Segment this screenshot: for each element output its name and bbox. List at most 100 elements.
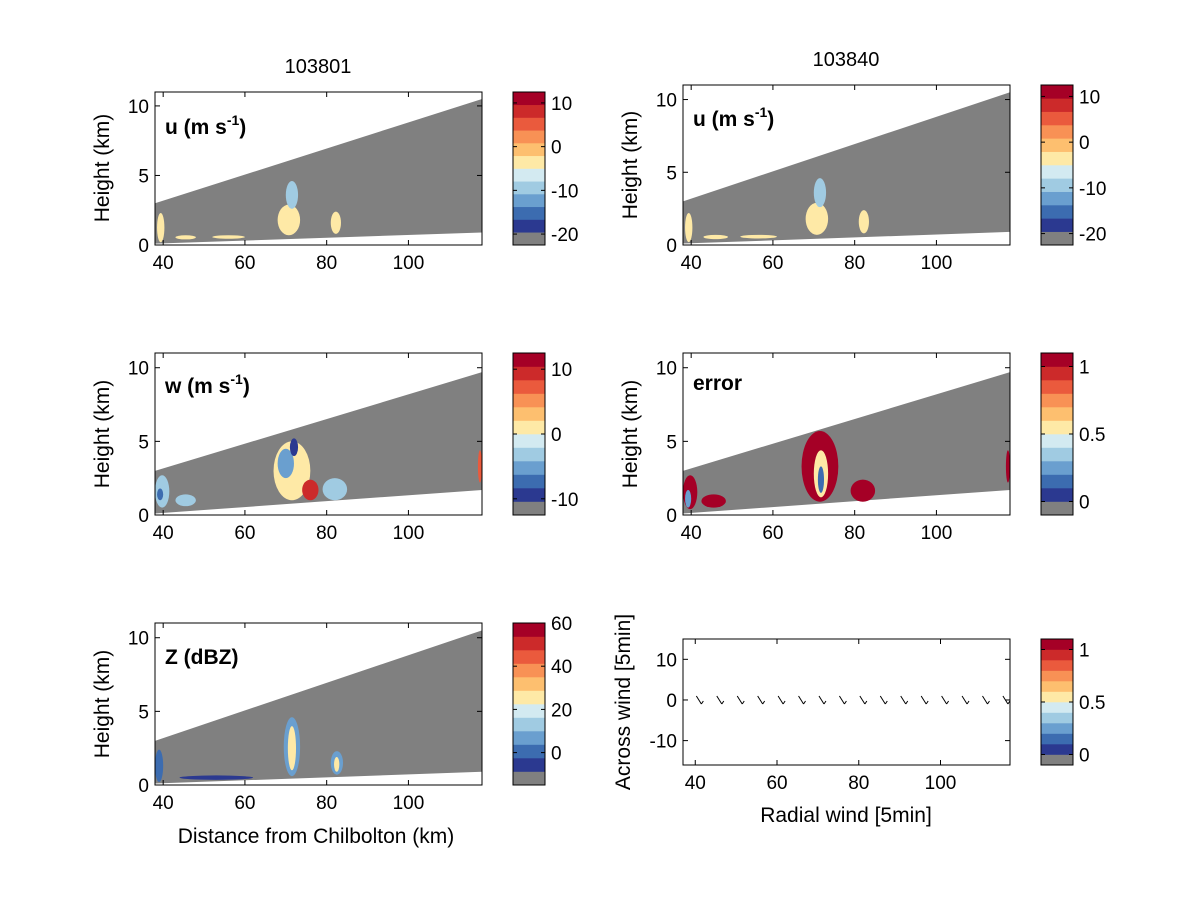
- panel-label: w (m s-1): [164, 371, 250, 398]
- wind-arrow: [798, 695, 804, 705]
- colorbar-segment: [513, 501, 545, 516]
- colorbar-segment: [513, 232, 545, 246]
- axes-frame: [154, 91, 483, 246]
- colorbar-segment: [513, 447, 545, 462]
- colorbar-segment: [1041, 380, 1073, 394]
- echo: [703, 234, 728, 240]
- echo: [322, 478, 348, 501]
- y-tick-label: 10: [128, 97, 149, 118]
- colorbar-segment: [1041, 191, 1073, 206]
- echo: [685, 213, 693, 243]
- wind-arrow-head: [721, 700, 725, 705]
- colorbar-segment: [1041, 218, 1073, 232]
- echo: [175, 235, 196, 240]
- colorbar-segment: [1041, 488, 1073, 502]
- axes-frame: [682, 352, 1011, 516]
- colorbar-tick-label: -10: [551, 181, 578, 202]
- colorbar-segment: [1041, 712, 1073, 724]
- colorbar-segment: [513, 474, 545, 489]
- panel-label: error: [693, 372, 742, 395]
- wind-arrow-head: [762, 700, 766, 705]
- y-tick-label: -10: [650, 732, 677, 753]
- y-tick-label: 10: [656, 91, 677, 112]
- colorbar-segment: [513, 206, 545, 220]
- colorbar-tick-label: 0: [1079, 746, 1090, 767]
- colorbar-segment: [513, 420, 545, 435]
- colorbar-segment: [513, 690, 545, 705]
- y-tick-label: 0: [138, 236, 149, 257]
- colorbar-segment: [1041, 125, 1073, 139]
- wind-arrow-head: [864, 700, 868, 705]
- colorbar-segment: [513, 663, 545, 678]
- echo: [277, 204, 301, 236]
- x-tick-label: 80: [316, 523, 337, 544]
- y-tick-label: 0: [666, 236, 677, 257]
- radar-beam: [155, 98, 482, 244]
- colorbar-segment: [1041, 670, 1073, 682]
- x-tick-label: 80: [316, 793, 337, 814]
- wind-arrow-head: [741, 700, 745, 705]
- echo: [302, 479, 319, 501]
- wind-arrow: [757, 695, 764, 705]
- colorbar-tick-label: 20: [551, 700, 572, 721]
- y-axis-label: Height (km): [619, 380, 642, 489]
- colorbar-segment: [513, 155, 545, 169]
- colorbar-tick-label: 0: [551, 744, 562, 765]
- x-tick-label: 60: [762, 523, 783, 544]
- plot-content: [155, 372, 482, 514]
- colorbar-segment: [1041, 649, 1073, 661]
- wind-arrow: [941, 695, 948, 705]
- colorbar-segment: [513, 380, 545, 394]
- colorbar-segment: [1041, 447, 1073, 462]
- radar-beam: [683, 92, 1010, 244]
- colorbar-segment: [513, 143, 545, 157]
- plot-content: [695, 695, 1010, 705]
- x-tick-label: 100: [921, 523, 953, 544]
- colorbar-segment: [513, 194, 545, 208]
- x-tick-label: 80: [844, 523, 865, 544]
- x-tick-label: 80: [316, 253, 337, 274]
- colorbar-segment: [1041, 85, 1073, 99]
- panel-label: u (m s-1): [693, 104, 774, 131]
- colorbar-segment: [513, 461, 545, 475]
- echo: [212, 235, 245, 239]
- echo: [805, 202, 829, 235]
- colorbar-segment: [1041, 138, 1073, 152]
- echo: [155, 749, 164, 783]
- colorbar-segment: [1041, 151, 1073, 166]
- wind-arrow-head: [700, 700, 704, 705]
- colorbar-segment: [513, 717, 545, 732]
- x-tick-label: 60: [766, 773, 787, 794]
- panel-title: 103801: [285, 56, 352, 78]
- y-tick-label: 5: [138, 432, 149, 453]
- colorbar-tick-label: 0: [1079, 493, 1090, 514]
- y-axis-label: Height (km): [91, 114, 114, 223]
- colorbar-segment: [513, 704, 545, 718]
- y-tick-label: 10: [128, 359, 149, 380]
- colorbar-segment: [1041, 111, 1073, 126]
- echo: [685, 489, 692, 508]
- colorbar-segment: [1041, 434, 1073, 448]
- colorbar-segment: [1041, 723, 1073, 734]
- echo: [858, 210, 869, 234]
- colorbar-segment: [1041, 754, 1073, 766]
- colorbar-segment: [513, 434, 545, 448]
- colorbar-tick-label: -20: [1079, 225, 1106, 246]
- wind-arrow: [716, 695, 723, 705]
- plot-content: [683, 372, 1010, 514]
- echo: [179, 775, 254, 780]
- wind-arrow: [695, 695, 702, 705]
- axes-frame: [682, 638, 1011, 766]
- echo: [157, 213, 165, 243]
- colorbar-tick-label: 10: [551, 360, 572, 381]
- colorbar-segment: [513, 744, 545, 759]
- colorbar-segment: [513, 92, 545, 106]
- x-tick-label: 40: [681, 253, 702, 274]
- echo: [277, 448, 294, 479]
- y-axis-label: Height (km): [619, 111, 642, 220]
